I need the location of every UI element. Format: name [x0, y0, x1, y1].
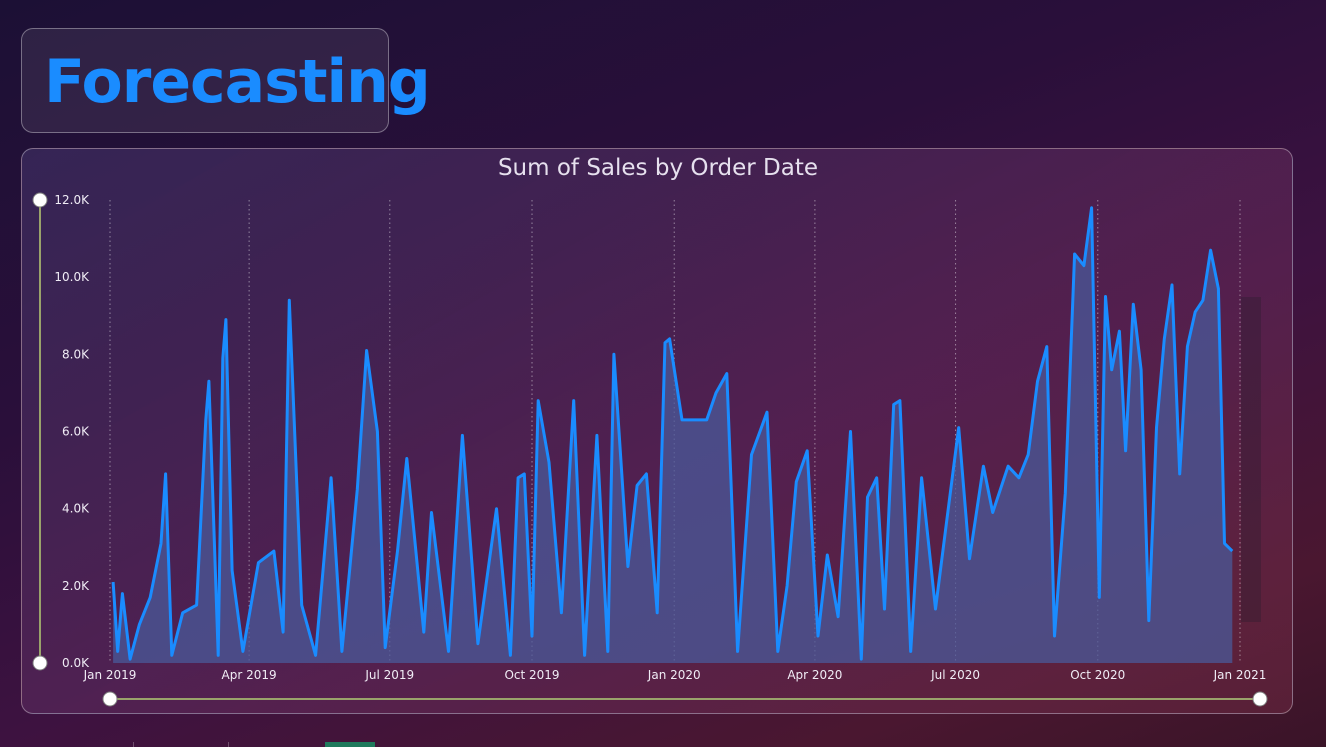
- x-grid: [109, 200, 1241, 663]
- x-slider-handle-left[interactable]: [102, 691, 118, 707]
- y-tick-label: 12.0K: [54, 193, 90, 207]
- active-page-tab[interactable]: [325, 742, 375, 747]
- chart-panel: Sum of Sales by Order Date 0.0K 2.0K 4.0K 6…: [21, 148, 1293, 714]
- x-tick-label: Jan 2020: [647, 668, 701, 682]
- sales-area-chart: 0.0K 2.0K 4.0K 6.0K 8.0K 10.0K 12.0K Jan 2019 A…: [32, 192, 1268, 707]
- y-tick-label: 6.0K: [62, 425, 90, 439]
- y-tick-label: 4.0K: [62, 502, 90, 516]
- x-slider-handle-right[interactable]: [1252, 691, 1268, 707]
- series-area: [113, 207, 1233, 663]
- x-tick-label: Jan 2021: [1213, 668, 1267, 682]
- y-slider-handle-top[interactable]: [32, 192, 48, 208]
- x-axis: Jan 2019 Apr 2019 Jul 2019 Oct 2019 Jan 2020…: [83, 668, 1267, 682]
- y-tick-label: 10.0K: [54, 270, 90, 284]
- x-tick-label: Apr 2020: [787, 668, 842, 682]
- x-tick-label: Jul 2019: [364, 668, 414, 682]
- chart-title: Sum of Sales by Order Date: [497, 155, 819, 181]
- series-line: [111, 206, 1234, 661]
- y-axis: 0.0K 2.0K 4.0K 6.0K 8.0K 10.0K 12.0K: [54, 193, 90, 670]
- plot-area: [111, 206, 1261, 663]
- tab-divider: [133, 742, 134, 747]
- y-slider-handle-bottom[interactable]: [32, 655, 48, 671]
- page-title: Forecasting: [44, 47, 431, 117]
- forecast-band: [1241, 297, 1261, 622]
- y-tick-label: 8.0K: [62, 347, 90, 361]
- sliders[interactable]: [32, 192, 1268, 707]
- tab-divider: [228, 742, 229, 747]
- x-tick-label: Oct 2020: [1070, 668, 1125, 682]
- y-tick-label: 0.0K: [62, 656, 90, 670]
- title-card: Forecasting: [21, 28, 431, 133]
- x-tick-label: Oct 2019: [504, 668, 559, 682]
- x-tick-label: Jul 2020: [930, 668, 980, 682]
- x-tick-label: Apr 2019: [222, 668, 277, 682]
- y-tick-label: 2.0K: [62, 579, 90, 593]
- x-tick-label: Jan 2019: [83, 668, 137, 682]
